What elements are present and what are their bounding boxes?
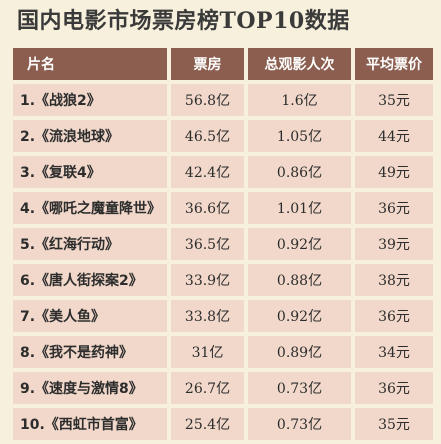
table-row: 7.《美人鱼》 33.8亿 0.92亿 36元 (13, 300, 433, 332)
header-total-audience: 总观影人次 (248, 48, 351, 80)
avg-price-cell: 39元 (355, 228, 433, 260)
audience-cell: 1.6亿 (248, 84, 351, 116)
audience-cell: 1.05亿 (248, 120, 351, 152)
table-row: 2.《流浪地球》 46.5亿 1.05亿 44元 (13, 120, 433, 152)
table-row: 4.《哪吒之魔童降世》 36.6亿 1.01亿 36元 (13, 192, 433, 224)
box-office-cell: 25.4亿 (171, 408, 244, 440)
avg-price-cell: 36元 (355, 372, 433, 404)
table-row: 1.《战狼2》 56.8亿 1.6亿 35元 (13, 84, 433, 116)
film-name-cell: 7.《美人鱼》 (13, 300, 167, 332)
film-name-cell: 4.《哪吒之魔童降世》 (13, 192, 167, 224)
avg-price-cell: 35元 (355, 84, 433, 116)
header-box-office: 票房 (171, 48, 244, 80)
header-film-name: 片名 (13, 48, 167, 80)
audience-cell: 0.89亿 (248, 336, 351, 368)
table-row: 8.《我不是药神》 31亿 0.89亿 34元 (13, 336, 433, 368)
title-top10: TOP10 (219, 8, 305, 34)
avg-price-cell: 44元 (355, 120, 433, 152)
avg-price-cell: 35元 (355, 408, 433, 440)
table-row: 9.《速度与激情8》 26.7亿 0.73亿 36元 (13, 372, 433, 404)
avg-price-cell: 38元 (355, 264, 433, 296)
film-name-cell: 8.《我不是药神》 (13, 336, 167, 368)
avg-price-cell: 36元 (355, 192, 433, 224)
box-office-cell: 36.6亿 (171, 192, 244, 224)
box-office-table: 片名 票房 总观影人次 平均票价 1.《战狼2》 56.8亿 1.6亿 35元 … (13, 48, 433, 444)
audience-cell: 0.73亿 (248, 408, 351, 440)
box-office-cell: 33.9亿 (171, 264, 244, 296)
audience-cell: 0.73亿 (248, 372, 351, 404)
avg-price-cell: 34元 (355, 336, 433, 368)
box-office-cell: 42.4亿 (171, 156, 244, 188)
table-header-row: 片名 票房 总观影人次 平均票价 (13, 48, 433, 80)
film-name-cell: 3.《复联4》 (13, 156, 167, 188)
box-office-cell: 56.8亿 (171, 84, 244, 116)
table-row: 6.《唐人街探案2》 33.9亿 0.88亿 38元 (13, 264, 433, 296)
audience-cell: 0.88亿 (248, 264, 351, 296)
film-name-cell: 5.《红海行动》 (13, 228, 167, 260)
audience-cell: 0.86亿 (248, 156, 351, 188)
film-name-cell: 6.《唐人街探案2》 (13, 264, 167, 296)
audience-cell: 1.01亿 (248, 192, 351, 224)
film-name-cell: 1.《战狼2》 (13, 84, 167, 116)
film-name-cell: 2.《流浪地球》 (13, 120, 167, 152)
avg-price-cell: 36元 (355, 300, 433, 332)
table-row: 5.《红海行动》 36.5亿 0.92亿 39元 (13, 228, 433, 260)
page-title: 国内电影市场票房榜TOP10数据 (17, 6, 350, 37)
table-row: 3.《复联4》 42.4亿 0.86亿 49元 (13, 156, 433, 188)
film-name-cell: 10.《西虹市首富》 (13, 408, 167, 440)
audience-cell: 0.92亿 (248, 228, 351, 260)
box-office-cell: 26.7亿 (171, 372, 244, 404)
audience-cell: 0.92亿 (248, 300, 351, 332)
box-office-cell: 33.8亿 (171, 300, 244, 332)
box-office-cell: 36.5亿 (171, 228, 244, 260)
title-prefix: 国内电影市场票房榜 (17, 9, 220, 34)
title-suffix: 数据 (304, 9, 350, 34)
box-office-cell: 31亿 (171, 336, 244, 368)
header-average-price: 平均票价 (355, 48, 433, 80)
avg-price-cell: 49元 (355, 156, 433, 188)
box-office-cell: 46.5亿 (171, 120, 244, 152)
film-name-cell: 9.《速度与激情8》 (13, 372, 167, 404)
table-row: 10.《西虹市首富》 25.4亿 0.73亿 35元 (13, 408, 433, 440)
